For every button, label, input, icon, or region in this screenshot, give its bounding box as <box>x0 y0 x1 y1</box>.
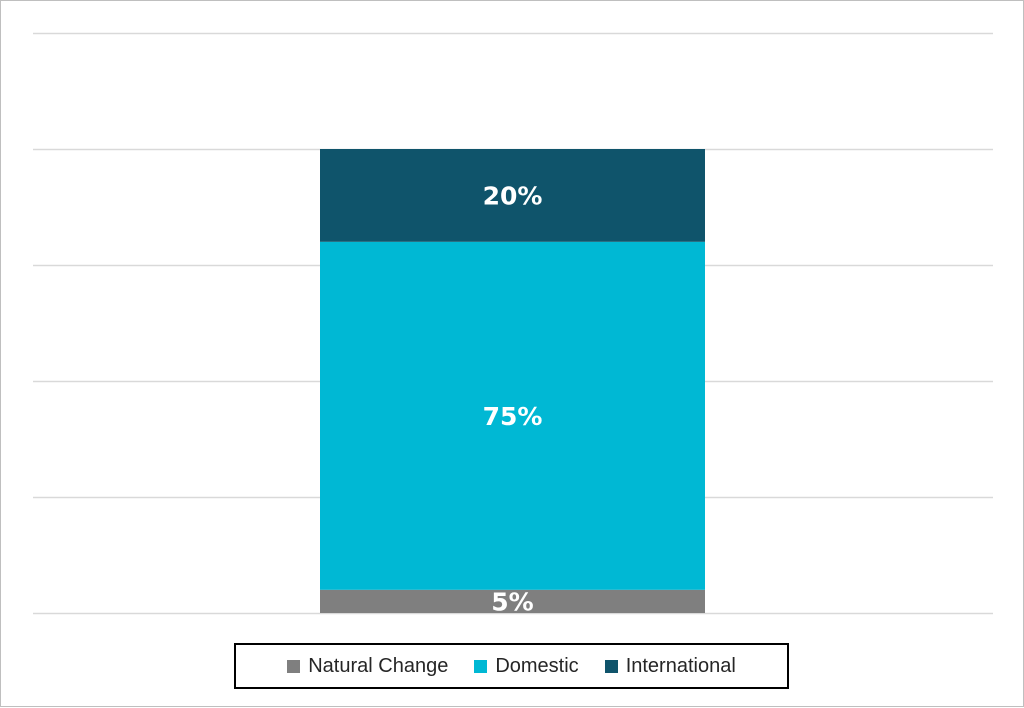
bar-segment-domestic <box>320 241 705 590</box>
legend-label-natural-change: Natural Change <box>308 654 449 677</box>
legend-label-domestic: Domestic <box>495 654 579 677</box>
legend-label-international: International <box>625 654 736 677</box>
legend-swatch-domestic <box>474 659 488 673</box>
data-label-domestic: 75% <box>483 402 543 431</box>
legend-swatch-natural-change <box>287 659 301 673</box>
data-label-natural-change: 5% <box>491 587 533 616</box>
legend-item-domestic: Domestic <box>474 654 579 678</box>
chart-legend: Natural Change Domestic International <box>234 643 789 689</box>
legend-item-natural-change: Natural Change <box>287 655 448 678</box>
bar-segment-international <box>320 149 705 242</box>
legend-item-international: International <box>604 654 736 678</box>
data-label-international: 20% <box>483 181 543 210</box>
legend-swatch-international <box>604 659 618 673</box>
bar-segment-natural-change <box>320 589 705 613</box>
